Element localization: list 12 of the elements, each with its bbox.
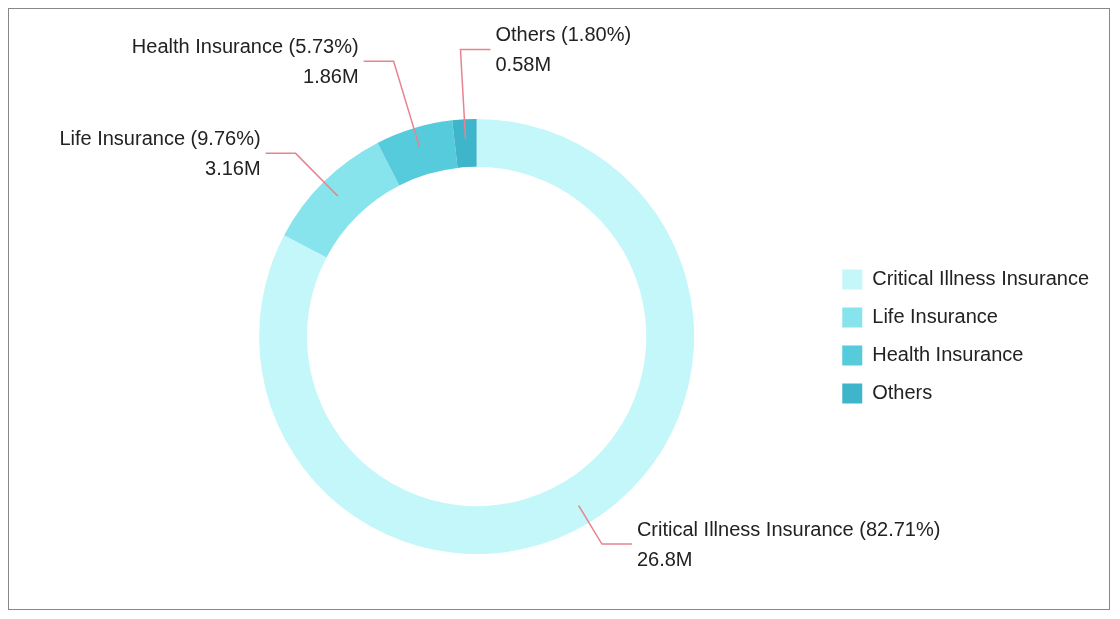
category-label: Life Insurance (9.76%) — [59, 126, 261, 149]
data-label: 1.86M — [303, 64, 359, 87]
data-label: 0.58M — [495, 52, 552, 75]
legend-label: Others — [872, 381, 933, 404]
data-label: 3.16M — [205, 156, 261, 179]
data-label: 26.8M — [636, 547, 693, 570]
category-label: Others (1.80%) — [495, 22, 632, 45]
legend-label: Health Insurance — [872, 343, 1024, 366]
legend-label: Critical Illness Insurance — [872, 267, 1089, 290]
legend-label: Life Insurance — [872, 305, 998, 328]
category-label: Critical Illness Insurance (82.71%) — [636, 517, 941, 540]
category-label: Health Insurance (5.73%) — [131, 34, 359, 57]
